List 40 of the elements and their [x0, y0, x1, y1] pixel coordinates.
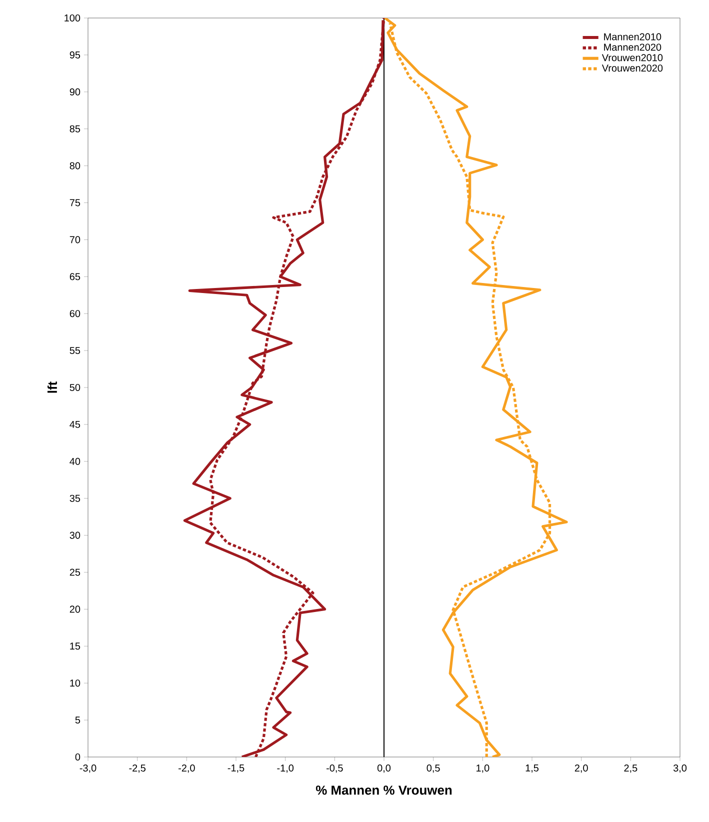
y-tick-label: 80: [70, 162, 80, 170]
x-tick-label: 3,0: [673, 764, 687, 773]
x-tick-label: 0,0: [377, 764, 391, 773]
legend-label: Mannen2020: [604, 44, 662, 51]
x-tick-label: -2,0: [178, 764, 195, 773]
x-tick-label: -3,0: [80, 764, 96, 773]
y-tick-label: 85: [70, 125, 80, 132]
y-tick-label: 10: [70, 680, 80, 687]
x-axis-title: % Mannen % Vrouwen: [316, 786, 452, 795]
y-tick-label: 100: [64, 14, 80, 22]
y-tick-label: 60: [70, 310, 80, 318]
legend-label: Vrouwen2010: [602, 54, 663, 62]
y-tick-label: 75: [70, 199, 80, 206]
x-tick-label: 1,0: [476, 764, 490, 773]
y-tick-label: 35: [70, 494, 80, 502]
x-tick-label: -1,0: [277, 764, 294, 773]
legend-label: Vrouwen2020: [602, 64, 663, 72]
y-tick-label: 45: [70, 420, 80, 428]
y-tick-label: 30: [70, 532, 80, 539]
legend-label: Mannen2010: [604, 33, 662, 40]
y-tick-label: 55: [70, 347, 80, 354]
y-tick-label: 25: [70, 568, 80, 576]
y-tick-label: 90: [70, 88, 80, 96]
x-tick-label: 0,5: [426, 764, 440, 773]
y-tick-label: 50: [70, 384, 80, 392]
y-axis-title: lft: [48, 382, 58, 393]
x-tick-label: 1,5: [526, 764, 539, 773]
y-tick-label: 5: [75, 716, 80, 724]
y-tick-label: 95: [70, 51, 80, 58]
y-tick-label: 20: [70, 606, 80, 613]
x-tick-label: -2,5: [129, 764, 146, 773]
y-tick-label: 0: [75, 753, 80, 761]
x-tick-label: -1,5: [228, 764, 244, 773]
x-tick-label: 2,5: [624, 764, 638, 773]
y-tick-label: 40: [70, 458, 80, 465]
y-tick-label: 15: [70, 642, 80, 650]
x-tick-label: -0,5: [326, 764, 343, 773]
y-tick-label: 70: [70, 236, 80, 244]
x-tick-label: 2,0: [574, 764, 588, 773]
y-tick-label: 65: [70, 273, 80, 280]
